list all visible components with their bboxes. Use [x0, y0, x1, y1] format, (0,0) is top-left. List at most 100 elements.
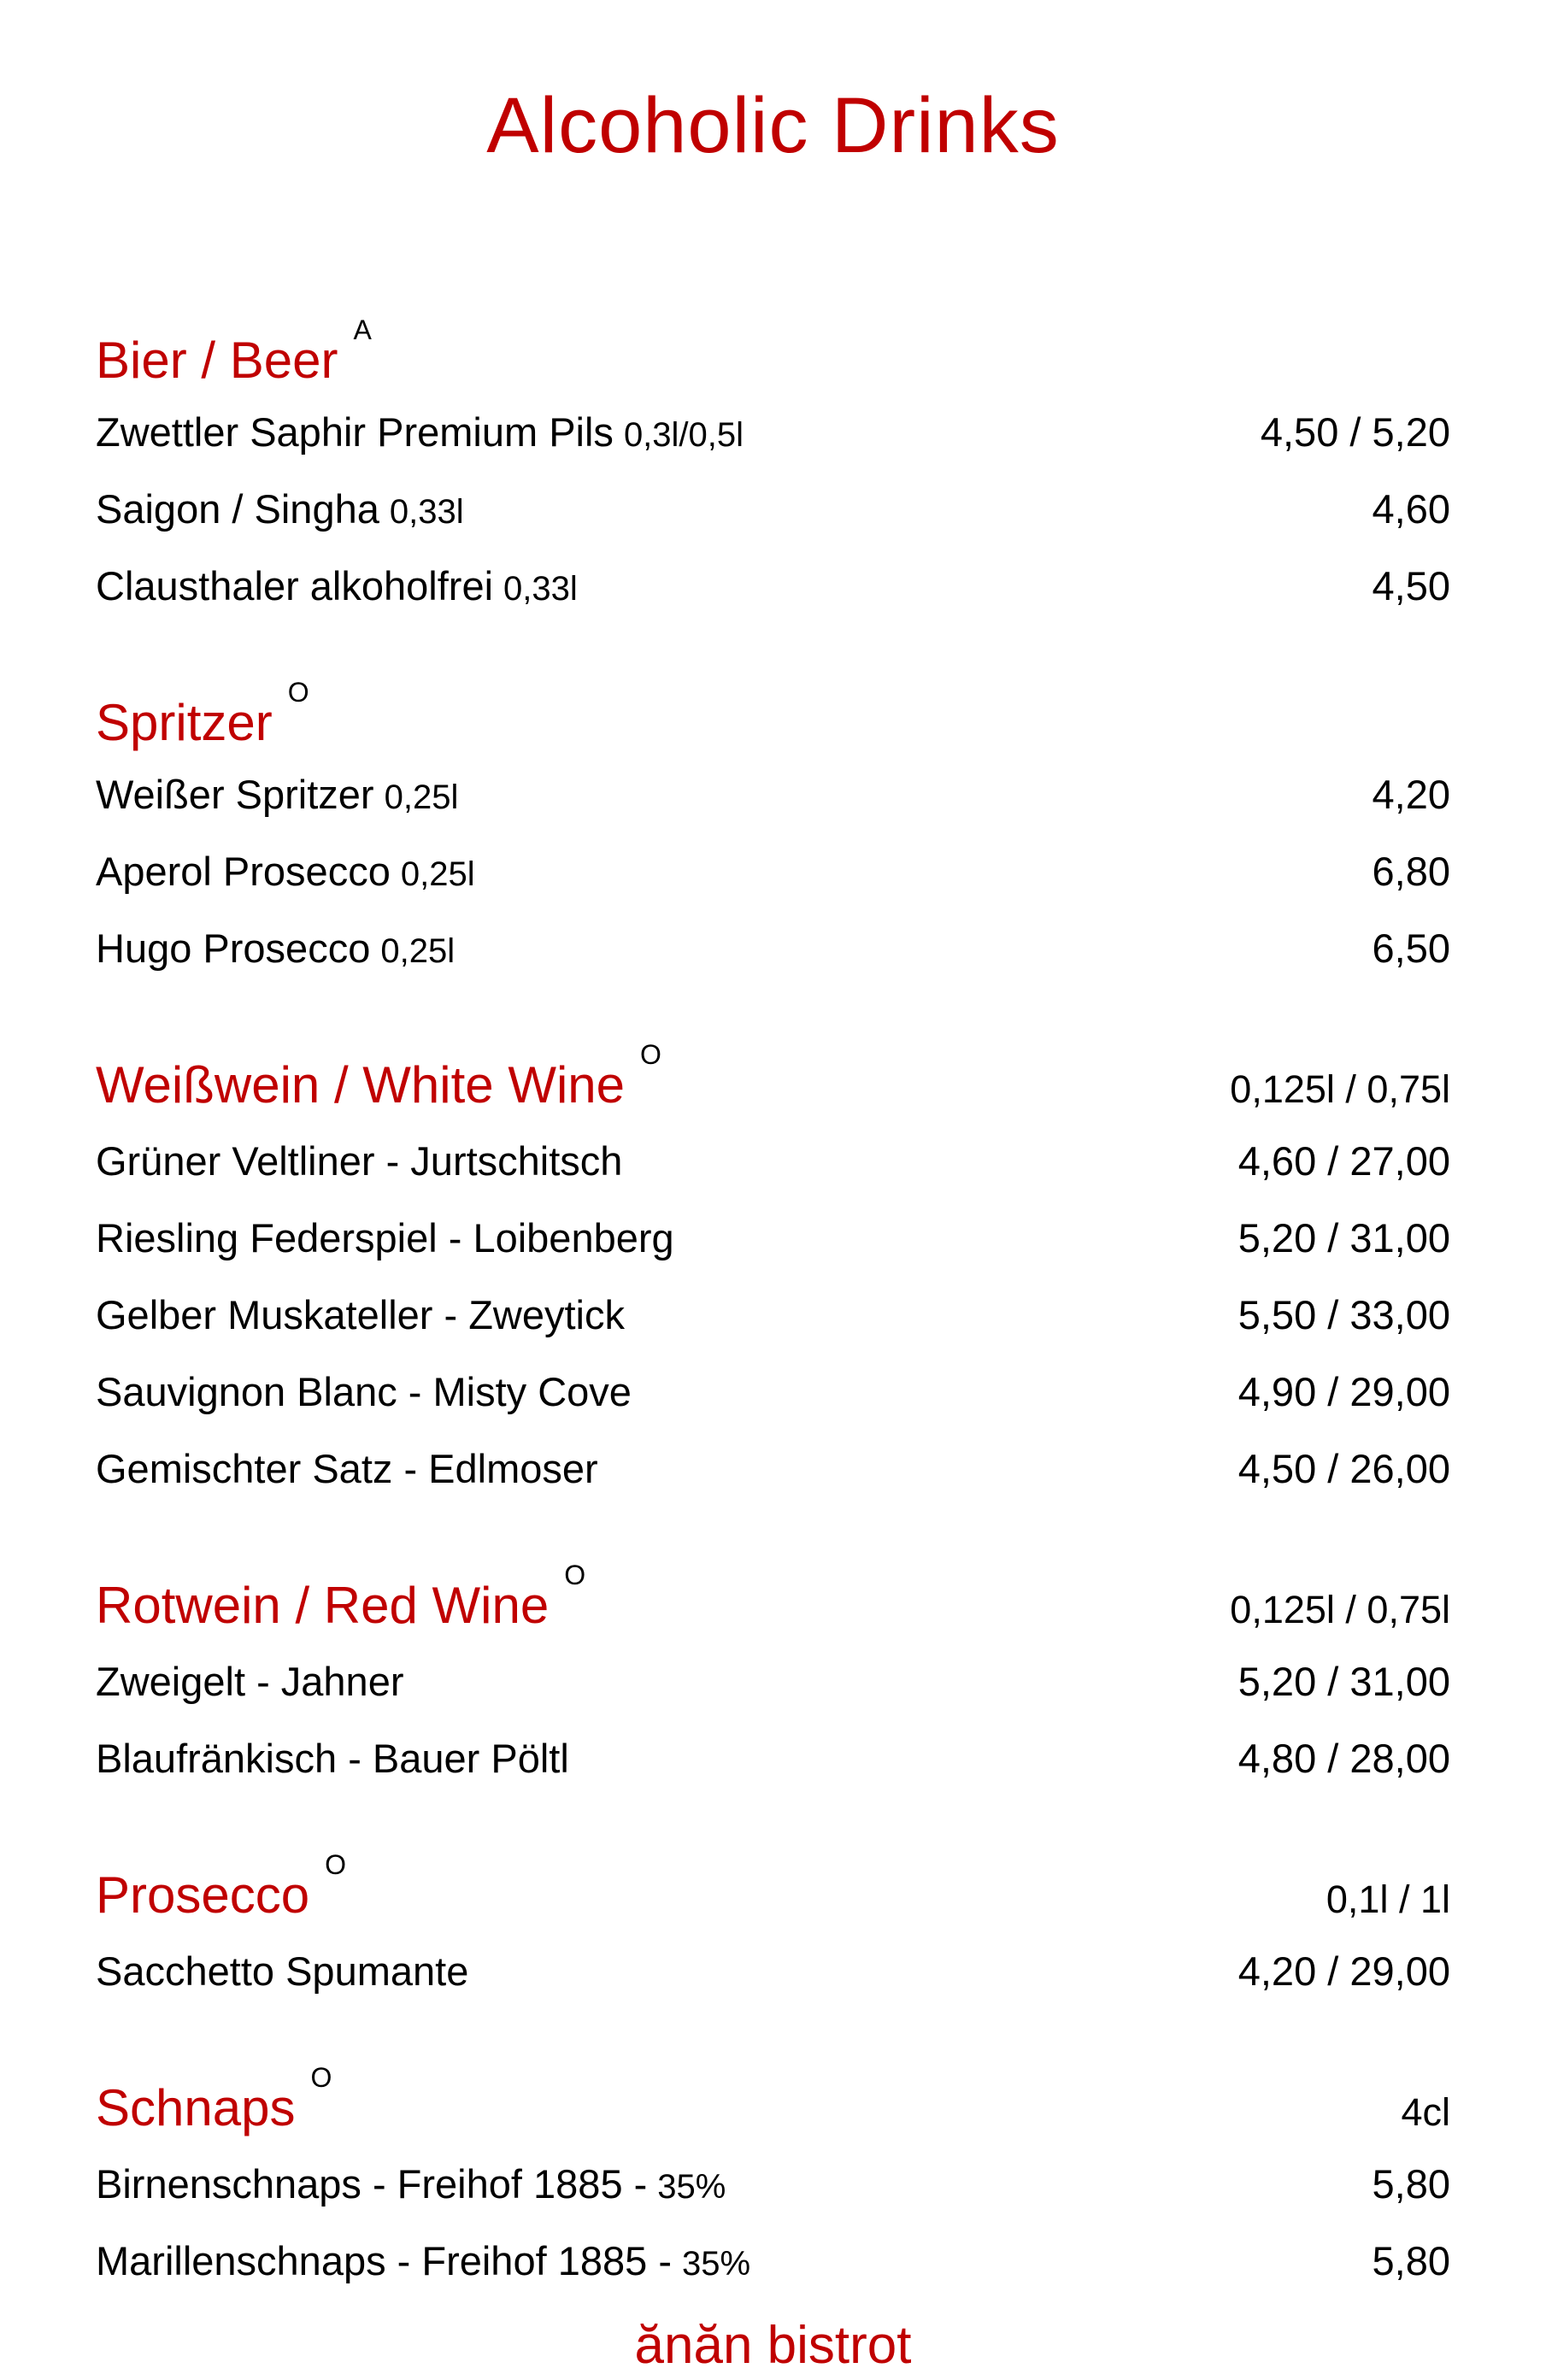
item-price: 4,50 / 5,20	[1260, 409, 1450, 455]
menu-section: Spritzer O Weißer Spritzer 0,25l 4,20 Aper…	[96, 674, 1450, 992]
item-price: 5,20 / 31,00	[1237, 1659, 1450, 1704]
section-title-text: Bier / Beer	[96, 332, 338, 389]
item-label: Birnenschnaps - Freihof 1885 -35%	[96, 2151, 726, 2228]
section-heading: Prosecco O	[96, 1847, 346, 1934]
price-column-header: 0,1l / 1l	[1326, 1878, 1450, 1921]
item-size: 0,25l	[380, 932, 456, 970]
item-name: Birnenschnaps - Freihof 1885 -	[96, 2161, 648, 2207]
section-header-row: Rotwein / Red Wine O 0,125l / 0,75l	[96, 1557, 1450, 1648]
item-size: 0,3l/0,5l	[623, 416, 744, 454]
menu-item-row: Hugo Prosecco 0,25l 6,50	[96, 915, 1450, 992]
menu-section: Bier / Beer A Zwettler Saphir Premium Pil…	[96, 312, 1450, 630]
section-items: Sacchetto Spumante 4,20 / 29,00	[96, 1938, 1450, 2015]
item-label: Blaufränkisch - Bauer Pöltl	[96, 1725, 569, 1802]
menu-item-row: Marillenschnaps - Freihof 1885 -35% 5,80	[96, 2228, 1450, 2305]
item-name: Marillenschnaps - Freihof 1885 -	[96, 2238, 672, 2283]
item-price: 5,20 / 31,00	[1237, 1215, 1450, 1261]
allergen-code: O	[640, 1039, 661, 1070]
section-items: Birnenschnaps - Freihof 1885 -35% 5,80 M…	[96, 2151, 1450, 2305]
menu-page: Alcoholic Drinks Bier / Beer A Zwettler S…	[96, 82, 1450, 2375]
item-size: 35%	[681, 2245, 751, 2283]
item-price: 4,60 / 27,00	[1237, 1138, 1450, 1184]
allergen-code: O	[564, 1560, 586, 1590]
item-price: 4,80 / 28,00	[1237, 1736, 1450, 1781]
item-price: 4,20 / 29,00	[1237, 1948, 1450, 1994]
section-title-text: Rotwein / Red Wine	[96, 1577, 550, 1634]
menu-item-row: Gelber Muskateller - Zweytick 5,50 / 33,…	[96, 1282, 1450, 1359]
item-label: Hugo Prosecco 0,25l	[96, 915, 455, 992]
price-column-header: 0,125l / 0,75l	[1230, 1067, 1450, 1111]
section-header-row: Weißwein / White Wine O 0,125l / 0,75l	[96, 1037, 1450, 1128]
section-items: Zweigelt - Jahner 5,20 / 31,00 Blaufränk…	[96, 1648, 1450, 1802]
item-size: 0,25l	[384, 779, 459, 816]
item-label: Grüner Veltliner - Jurtschitsch	[96, 1128, 622, 1205]
section-title-text: Spritzer	[96, 694, 273, 751]
item-label: Aperol Prosecco 0,25l	[96, 838, 475, 915]
allergen-code: A	[353, 314, 372, 345]
item-label: Clausthaler alkoholfrei 0,33l	[96, 553, 578, 630]
item-name: Zweigelt - Jahner	[96, 1659, 404, 1704]
section-title-text: Prosecco	[96, 1866, 310, 1924]
item-name: Blaufränkisch - Bauer Pöltl	[96, 1736, 569, 1781]
item-label: Gelber Muskateller - Zweytick	[96, 1282, 625, 1359]
item-label: Weißer Spritzer 0,25l	[96, 761, 458, 838]
section-title-text: Schnaps	[96, 2079, 296, 2136]
item-price: 5,80	[1372, 2161, 1450, 2207]
section-heading: Rotwein / Red Wine O	[96, 1557, 585, 1644]
item-price: 5,80	[1372, 2238, 1450, 2283]
item-size: 0,33l	[503, 570, 578, 608]
item-price: 6,80	[1372, 849, 1450, 894]
menu-item-row: Aperol Prosecco 0,25l 6,80	[96, 838, 1450, 915]
item-label: Zweigelt - Jahner	[96, 1648, 404, 1725]
item-size: 0,33l	[389, 493, 464, 531]
price-column-header: 4cl	[1401, 2090, 1450, 2134]
item-label: Saigon / Singha 0,33l	[96, 476, 464, 553]
item-size: 0,25l	[400, 855, 475, 893]
page-title: Alcoholic Drinks	[486, 82, 1060, 169]
item-price: 6,50	[1372, 926, 1450, 971]
item-name: Sauvignon Blanc - Misty Cove	[96, 1369, 632, 1414]
item-price: 5,50 / 33,00	[1237, 1292, 1450, 1337]
item-name: Weißer Spritzer	[96, 772, 374, 817]
section-heading: Schnaps O	[96, 2060, 332, 2147]
section-items: Zwettler Saphir Premium Pils 0,3l/0,5l 4,…	[96, 399, 1450, 630]
item-name: Sacchetto Spumante	[96, 1948, 469, 1994]
menu-item-row: Sauvignon Blanc - Misty Cove 4,90 / 29,0…	[96, 1359, 1450, 1436]
item-name: Gelber Muskateller - Zweytick	[96, 1292, 625, 1337]
item-name: Grüner Veltliner - Jurtschitsch	[96, 1138, 623, 1184]
menu-section: Prosecco O 0,1l / 1l Sacchetto Spumante 4…	[96, 1847, 1450, 2015]
section-heading: Spritzer O	[96, 674, 309, 761]
allergen-code: O	[325, 1849, 346, 1880]
section-heading: Weißwein / White Wine O	[96, 1037, 661, 1124]
section-title-text: Weißwein / White Wine	[96, 1056, 626, 1114]
item-name: Gemischter Satz - Edlmoser	[96, 1446, 598, 1491]
menu-item-row: Saigon / Singha 0,33l 4,60	[96, 476, 1450, 553]
menu-section: Weißwein / White Wine O 0,125l / 0,75l Gr…	[96, 1037, 1450, 1513]
item-label: Sacchetto Spumante	[96, 1938, 468, 2015]
menu-item-row: Blaufränkisch - Bauer Pöltl 4,80 / 28,00	[96, 1725, 1450, 1802]
menu-item-row: Riesling Federspiel - Loibenberg 5,20 / …	[96, 1205, 1450, 1282]
section-header-row: Prosecco O 0,1l / 1l	[96, 1847, 1450, 1938]
item-label: Marillenschnaps - Freihof 1885 -35%	[96, 2228, 750, 2305]
item-name: Clausthaler alkoholfrei	[96, 563, 494, 608]
section-header-row: Spritzer O	[96, 674, 1450, 761]
item-name: Saigon / Singha	[96, 486, 379, 532]
price-column-header: 0,125l / 0,75l	[1230, 1588, 1450, 1631]
item-price: 4,60	[1372, 486, 1450, 532]
menu-item-row: Clausthaler alkoholfrei 0,33l 4,50	[96, 553, 1450, 630]
item-price: 4,90 / 29,00	[1237, 1369, 1450, 1414]
allergen-code: O	[287, 677, 309, 708]
item-name: Aperol Prosecco	[96, 849, 391, 894]
menu-item-row: Gemischter Satz - Edlmoser 4,50 / 26,00	[96, 1436, 1450, 1513]
menu-section: Schnaps O 4cl Birnenschnaps - Freihof 188…	[96, 2060, 1450, 2305]
section-header-row: Schnaps O 4cl	[96, 2060, 1450, 2151]
item-label: Sauvignon Blanc - Misty Cove	[96, 1359, 632, 1436]
menu-sections: Bier / Beer A Zwettler Saphir Premium Pil…	[96, 312, 1450, 2305]
menu-item-row: Zweigelt - Jahner 5,20 / 31,00	[96, 1648, 1450, 1725]
item-name: Zwettler Saphir Premium Pils	[96, 409, 614, 455]
menu-item-row: Zwettler Saphir Premium Pils 0,3l/0,5l 4,…	[96, 399, 1450, 476]
menu-section: Rotwein / Red Wine O 0,125l / 0,75l Zweig…	[96, 1557, 1450, 1802]
item-price: 4,20	[1372, 772, 1450, 817]
section-items: Weißer Spritzer 0,25l 4,20 Aperol Prosecc…	[96, 761, 1450, 992]
restaurant-name: ănăn bistrot	[634, 2316, 912, 2375]
